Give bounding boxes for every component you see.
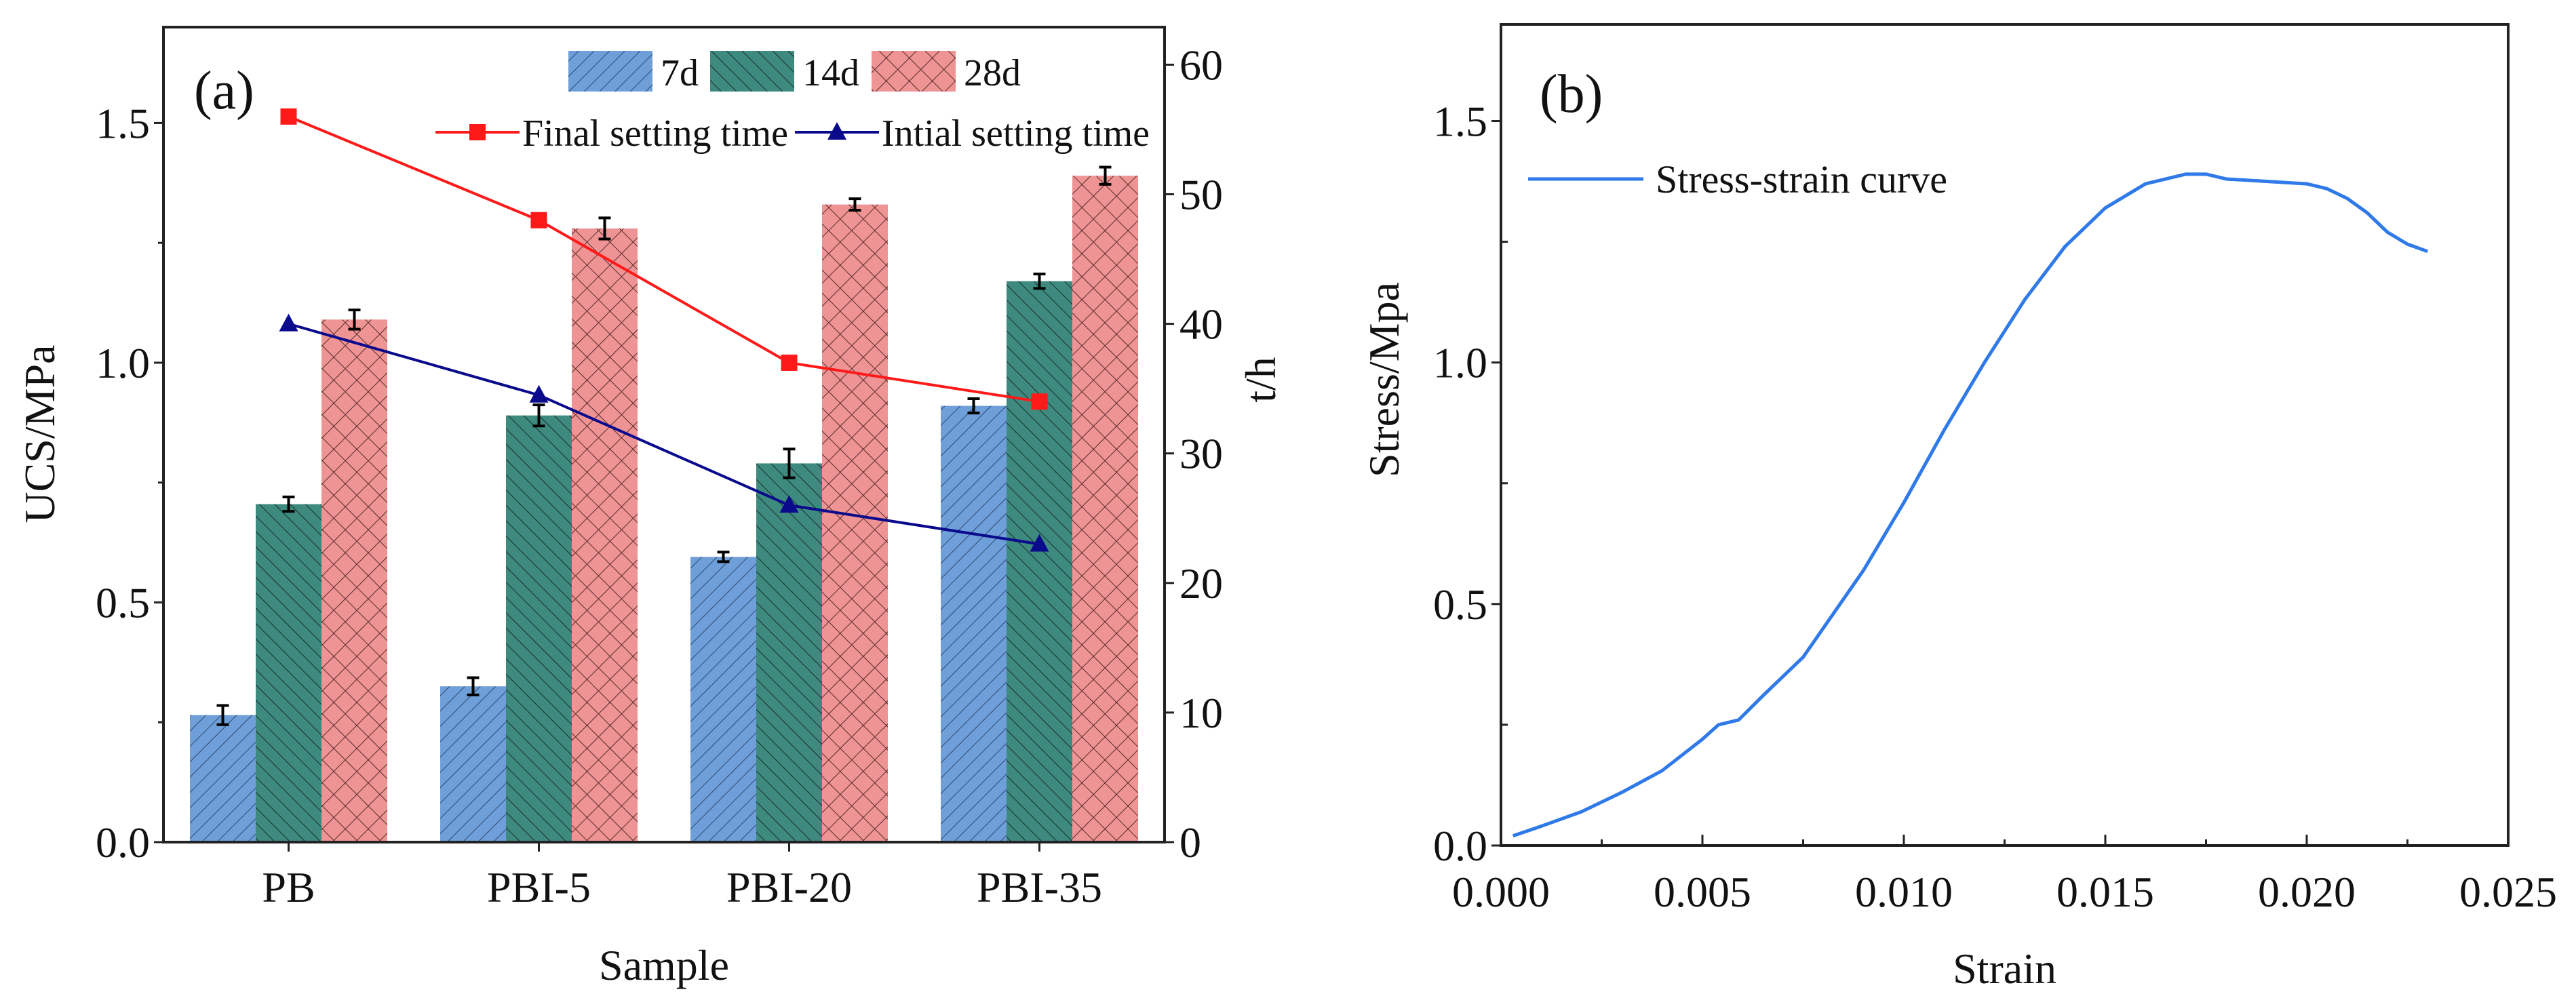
y2-tick-label: 10: [1179, 689, 1223, 737]
x-tick-label: PBI-20: [726, 863, 852, 911]
legend-marker-triangle: [827, 122, 846, 140]
plot-frame: [1500, 23, 2510, 847]
error-bar: [216, 704, 229, 726]
x-tick-label: PBI-35: [977, 863, 1102, 911]
legend-label: Stress-strain curve: [1656, 157, 1947, 201]
y-tick-label: 1.5: [96, 99, 150, 147]
marker-square: [530, 212, 547, 228]
bar-14d-PBI-20: [756, 463, 822, 842]
error-bar: [1099, 165, 1112, 186]
legend-marker-square: [469, 124, 486, 140]
error-bar: [467, 676, 480, 696]
error-bar: [848, 197, 861, 212]
legend-swatch-14d: [710, 51, 794, 92]
y-tick-label: 0.0: [96, 818, 150, 867]
x-axis-label: Strain: [1953, 945, 2056, 993]
error-bar: [1033, 273, 1046, 290]
plot-frame: [162, 26, 1166, 843]
y2-tick-label: 0: [1179, 818, 1201, 867]
marker-square: [1031, 393, 1048, 410]
panel-b-stress-strain-chart: 0.0 0.5 1.0 1.5 0.000 0.005 0.010 0.015 0.020 0.0…: [1360, 23, 2557, 993]
marker-triangle: [529, 384, 549, 403]
legend-swatch-28d: [872, 51, 956, 92]
x-tick-label: PB: [262, 863, 315, 911]
bar-14d-PBI-5: [506, 415, 572, 842]
marker-square: [781, 354, 798, 371]
y2-axis-label: t/h: [1236, 357, 1285, 403]
x-axis-label: Sample: [599, 941, 729, 989]
line-intial-setting-time: [288, 322, 1040, 546]
x-tick-label: 0.005: [1654, 868, 1751, 916]
x-tick-label: 0.025: [2459, 868, 2557, 916]
y-axis-label: Stress/Mpa: [1360, 282, 1408, 477]
bar-28d-PBI-35: [1072, 176, 1138, 842]
bar-14d-PB: [256, 504, 321, 842]
bar-14d-PBI-35: [1007, 281, 1072, 842]
marker-triangle: [279, 313, 298, 332]
legend-label: 28d: [964, 52, 1021, 94]
error-bar: [282, 495, 295, 513]
y-tick-label: 0.5: [96, 578, 150, 627]
y2-tick-label: 30: [1179, 430, 1223, 478]
marker-square: [280, 108, 297, 125]
x-tick-label: 0.000: [1452, 868, 1550, 916]
bar-28d-PBI-20: [822, 204, 888, 842]
y2-tick-label: 20: [1179, 559, 1223, 608]
error-bar: [598, 216, 611, 241]
bar-7d-PBI-35: [941, 405, 1007, 842]
y2-tick-label: 50: [1179, 171, 1223, 219]
x-tick-label: 0.020: [2258, 868, 2356, 916]
error-bar: [532, 403, 545, 428]
legend-label: Final setting time: [522, 113, 788, 155]
x-tick-label: PBI-5: [487, 863, 591, 911]
panel-label: (a): [194, 61, 254, 121]
panel-label: (b): [1540, 64, 1603, 124]
stress-strain-line: [1513, 172, 2429, 838]
y-tick-label: 1.0: [96, 339, 150, 387]
y2-tick-label: 60: [1179, 41, 1223, 89]
legend-label: 14d: [802, 52, 859, 94]
error-bar: [783, 448, 796, 479]
bar-7d-PB: [190, 715, 256, 842]
y-tick-label: 0.0: [1433, 822, 1487, 870]
bar-7d-PBI-5: [440, 686, 506, 842]
legend-label: 7d: [661, 52, 699, 94]
panel-a-ucs-chart: 0.0 0.5 1.0 1.5 0 10 20 30 40 50 60 PB PBI-5 PBI-20 PB…: [16, 26, 1285, 989]
error-bar: [717, 551, 730, 563]
bar-28d-PB: [321, 319, 387, 842]
legend-swatch-7d: [568, 51, 652, 92]
bar-28d-PBI-5: [572, 228, 638, 842]
y-axis-label: UCS/MPa: [16, 344, 64, 523]
legend-label: Intial setting time: [882, 113, 1150, 155]
y2-tick-label: 40: [1179, 300, 1223, 349]
error-bar: [348, 309, 361, 331]
bar-7d-PBI-20: [690, 557, 756, 842]
y-tick-label: 1.5: [1433, 97, 1487, 145]
line-final-setting-time: [288, 115, 1040, 403]
marker-triangle: [1030, 534, 1049, 552]
y-tick-label: 1.0: [1433, 339, 1487, 387]
x-tick-label: 0.015: [2056, 868, 2154, 916]
y-tick-label: 0.5: [1433, 580, 1487, 629]
marker-triangle: [779, 495, 799, 513]
x-tick-label: 0.010: [1855, 868, 1953, 916]
error-bar: [967, 397, 980, 415]
